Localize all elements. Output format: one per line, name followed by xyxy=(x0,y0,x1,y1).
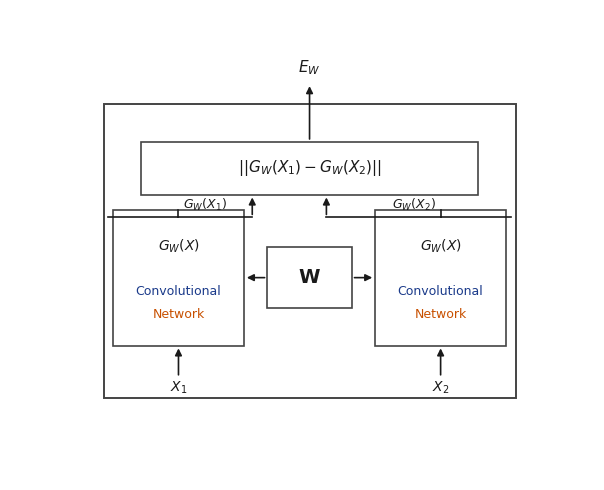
Bar xyxy=(104,104,516,398)
Text: $X_2$: $X_2$ xyxy=(432,379,449,396)
Text: $G_W(X_2)$: $G_W(X_2)$ xyxy=(392,197,436,214)
Text: $E_W$: $E_W$ xyxy=(298,58,321,76)
Text: $\mathbf{W}$: $\mathbf{W}$ xyxy=(298,268,321,287)
Bar xyxy=(268,247,352,308)
Text: $G_W(X)$: $G_W(X)$ xyxy=(158,238,199,255)
Text: $G_W(X_1)$: $G_W(X_1)$ xyxy=(183,197,227,214)
Text: $X_1$: $X_1$ xyxy=(170,379,187,396)
Bar xyxy=(375,210,506,345)
Text: Convolutional: Convolutional xyxy=(136,285,221,298)
Text: $G_W(X)$: $G_W(X)$ xyxy=(420,238,461,255)
Bar xyxy=(113,210,244,345)
Text: Network: Network xyxy=(152,308,205,321)
Bar xyxy=(141,142,478,195)
Text: Network: Network xyxy=(414,308,467,321)
Text: Convolutional: Convolutional xyxy=(398,285,483,298)
Text: $||G_W(X_1) - G_W(X_2)||$: $||G_W(X_1) - G_W(X_2)||$ xyxy=(237,158,382,178)
